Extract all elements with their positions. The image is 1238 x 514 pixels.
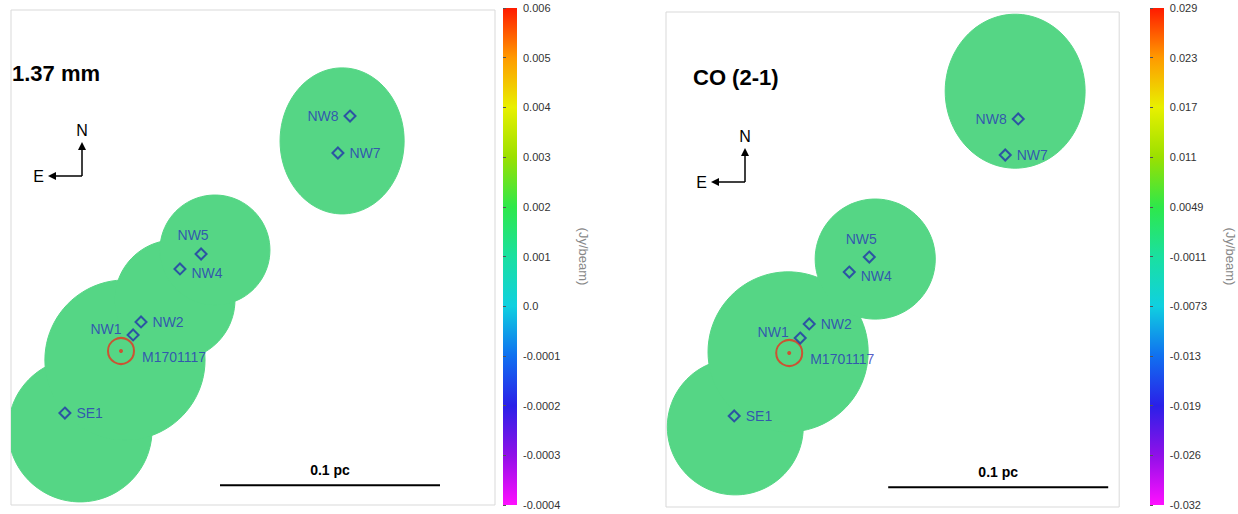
svg-text:E: E — [33, 168, 44, 185]
svg-text:CO (2-1): CO (2-1) — [693, 65, 779, 90]
svg-text:NW7: NW7 — [349, 145, 380, 161]
svg-text:-0.019: -0.019 — [1170, 400, 1201, 412]
svg-text:-0.0004: -0.0004 — [523, 499, 560, 511]
svg-text:-0.0073: -0.0073 — [1170, 300, 1207, 312]
svg-text:M1701117: M1701117 — [142, 349, 206, 365]
svg-text:-0.0011: -0.0011 — [1170, 251, 1207, 263]
svg-text:(Jy/beam): (Jy/beam) — [1223, 228, 1238, 286]
svg-text:N: N — [739, 128, 751, 145]
svg-text:NW7: NW7 — [1017, 147, 1048, 163]
svg-text:0.1 pc: 0.1 pc — [978, 464, 1018, 480]
svg-text:0.017: 0.017 — [1170, 101, 1198, 113]
svg-text:0.001: 0.001 — [523, 251, 551, 263]
svg-text:NW1: NW1 — [90, 321, 121, 337]
svg-text:-0.026: -0.026 — [1170, 449, 1201, 461]
svg-text:SE1: SE1 — [746, 408, 773, 424]
svg-text:0.011: 0.011 — [1170, 151, 1197, 163]
svg-text:0.0: 0.0 — [523, 300, 538, 312]
svg-text:0.003: 0.003 — [523, 151, 551, 163]
svg-text:E: E — [696, 174, 707, 191]
svg-text:NW5: NW5 — [178, 227, 209, 243]
svg-text:M1701117: M1701117 — [810, 351, 874, 367]
svg-text:N: N — [76, 122, 88, 139]
svg-text:NW5: NW5 — [846, 231, 877, 247]
svg-text:0.006: 0.006 — [523, 2, 551, 14]
svg-text:NW1: NW1 — [758, 324, 789, 340]
svg-text:0.029: 0.029 — [1170, 2, 1198, 14]
svg-text:NW2: NW2 — [821, 316, 852, 332]
svg-text:0.1 pc: 0.1 pc — [310, 462, 350, 478]
svg-text:0.023: 0.023 — [1170, 52, 1198, 64]
svg-text:1.37 mm: 1.37 mm — [12, 61, 100, 86]
svg-text:SE1: SE1 — [76, 405, 103, 421]
svg-text:-0.0002: -0.0002 — [523, 400, 560, 412]
svg-text:NW4: NW4 — [191, 265, 222, 281]
svg-text:-0.032: -0.032 — [1170, 499, 1201, 511]
svg-text:-0.0003: -0.0003 — [523, 449, 560, 461]
svg-text:0.004: 0.004 — [523, 101, 551, 113]
svg-text:0.005: 0.005 — [523, 52, 551, 64]
svg-text:-0.013: -0.013 — [1170, 350, 1201, 362]
svg-text:NW4: NW4 — [861, 268, 892, 284]
svg-text:0.002: 0.002 — [523, 201, 551, 213]
svg-text:NW2: NW2 — [153, 314, 184, 330]
svg-text:(Jy/beam): (Jy/beam) — [576, 228, 591, 286]
svg-text:NW8: NW8 — [976, 111, 1007, 127]
svg-text:-0.0001: -0.0001 — [523, 350, 560, 362]
svg-text:NW8: NW8 — [307, 108, 338, 124]
svg-text:0.0049: 0.0049 — [1170, 201, 1204, 213]
